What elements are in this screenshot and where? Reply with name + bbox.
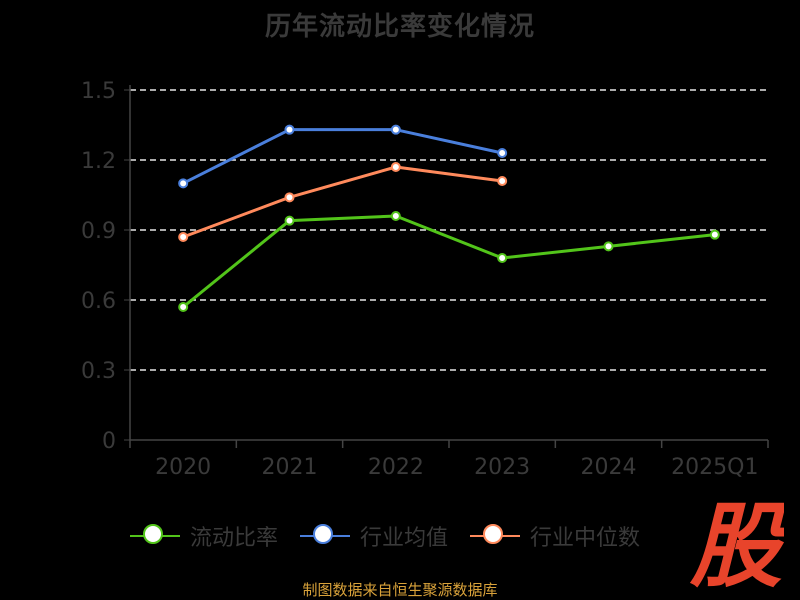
data-point-0-1 [284,215,295,226]
series-line-0 [182,214,715,309]
x-tick-label-0: 2020 [155,455,211,480]
y-tick-label-5: 1.5 [81,79,116,104]
data-point-0-0 [178,302,189,312]
legend-label-0: 流动比率 [190,526,279,551]
series-line-1 [182,128,503,185]
series-line-2 [182,165,503,239]
y-tick-label-3: 0.9 [81,219,116,244]
series-lines [178,124,720,312]
data-point-2-0 [178,232,189,242]
source-note: 制图数据来自恒生聚源数据库 [302,581,498,599]
data-point-0-4 [603,241,614,252]
y-tick-label-0: 0 [102,429,116,454]
y-tick-label-2: 0.6 [81,289,116,314]
legend-label-1: 行业均值 [360,526,449,551]
x-tick-label-2: 2022 [368,455,424,480]
x-tick-label-4: 2024 [581,455,637,480]
data-point-0-3 [497,253,508,263]
legend-swatch-0 [130,524,180,544]
x-tick-label-5: 2025Q1 [671,455,758,480]
data-point-1-2 [390,124,401,135]
legend-item-series-0[interactable]: 流动比率 [130,520,278,552]
legend-label-2: 行业中位数 [530,526,641,551]
legend-swatch-1 [300,524,351,544]
data-point-2-2 [390,162,401,172]
data-point-0-2 [390,211,401,221]
y-tick-label-1: 0.3 [81,359,116,384]
data-point-1-3 [497,148,508,158]
x-tick-label-3: 2023 [474,455,530,480]
legend-swatch-2 [470,524,521,544]
svg-text:股: 股 [689,496,784,592]
x-tick-label-1: 2021 [262,455,318,480]
legend-item-series-1[interactable]: 行业均值 [300,520,448,552]
data-point-1-0 [178,178,189,189]
grid-lines [130,89,768,371]
axes: 0 0.3 0.6 0.9 1.2 1.5 2020 2021 2022 2023 2024 2025… [81,79,769,480]
chart-title: 历年流动比率变化情况 [264,12,535,42]
data-point-0-5 [709,229,720,240]
data-point-2-1 [284,192,295,203]
legend-item-series-2[interactable]: 行业中位数 [470,520,640,552]
data-point-2-3 [497,176,508,186]
y-tick-label-4: 1.2 [81,149,116,174]
data-point-1-1 [284,124,295,135]
legend: 流动比率 行业均值 行业中位数 [130,520,662,552]
gu-logo-icon: 股 [689,496,784,592]
